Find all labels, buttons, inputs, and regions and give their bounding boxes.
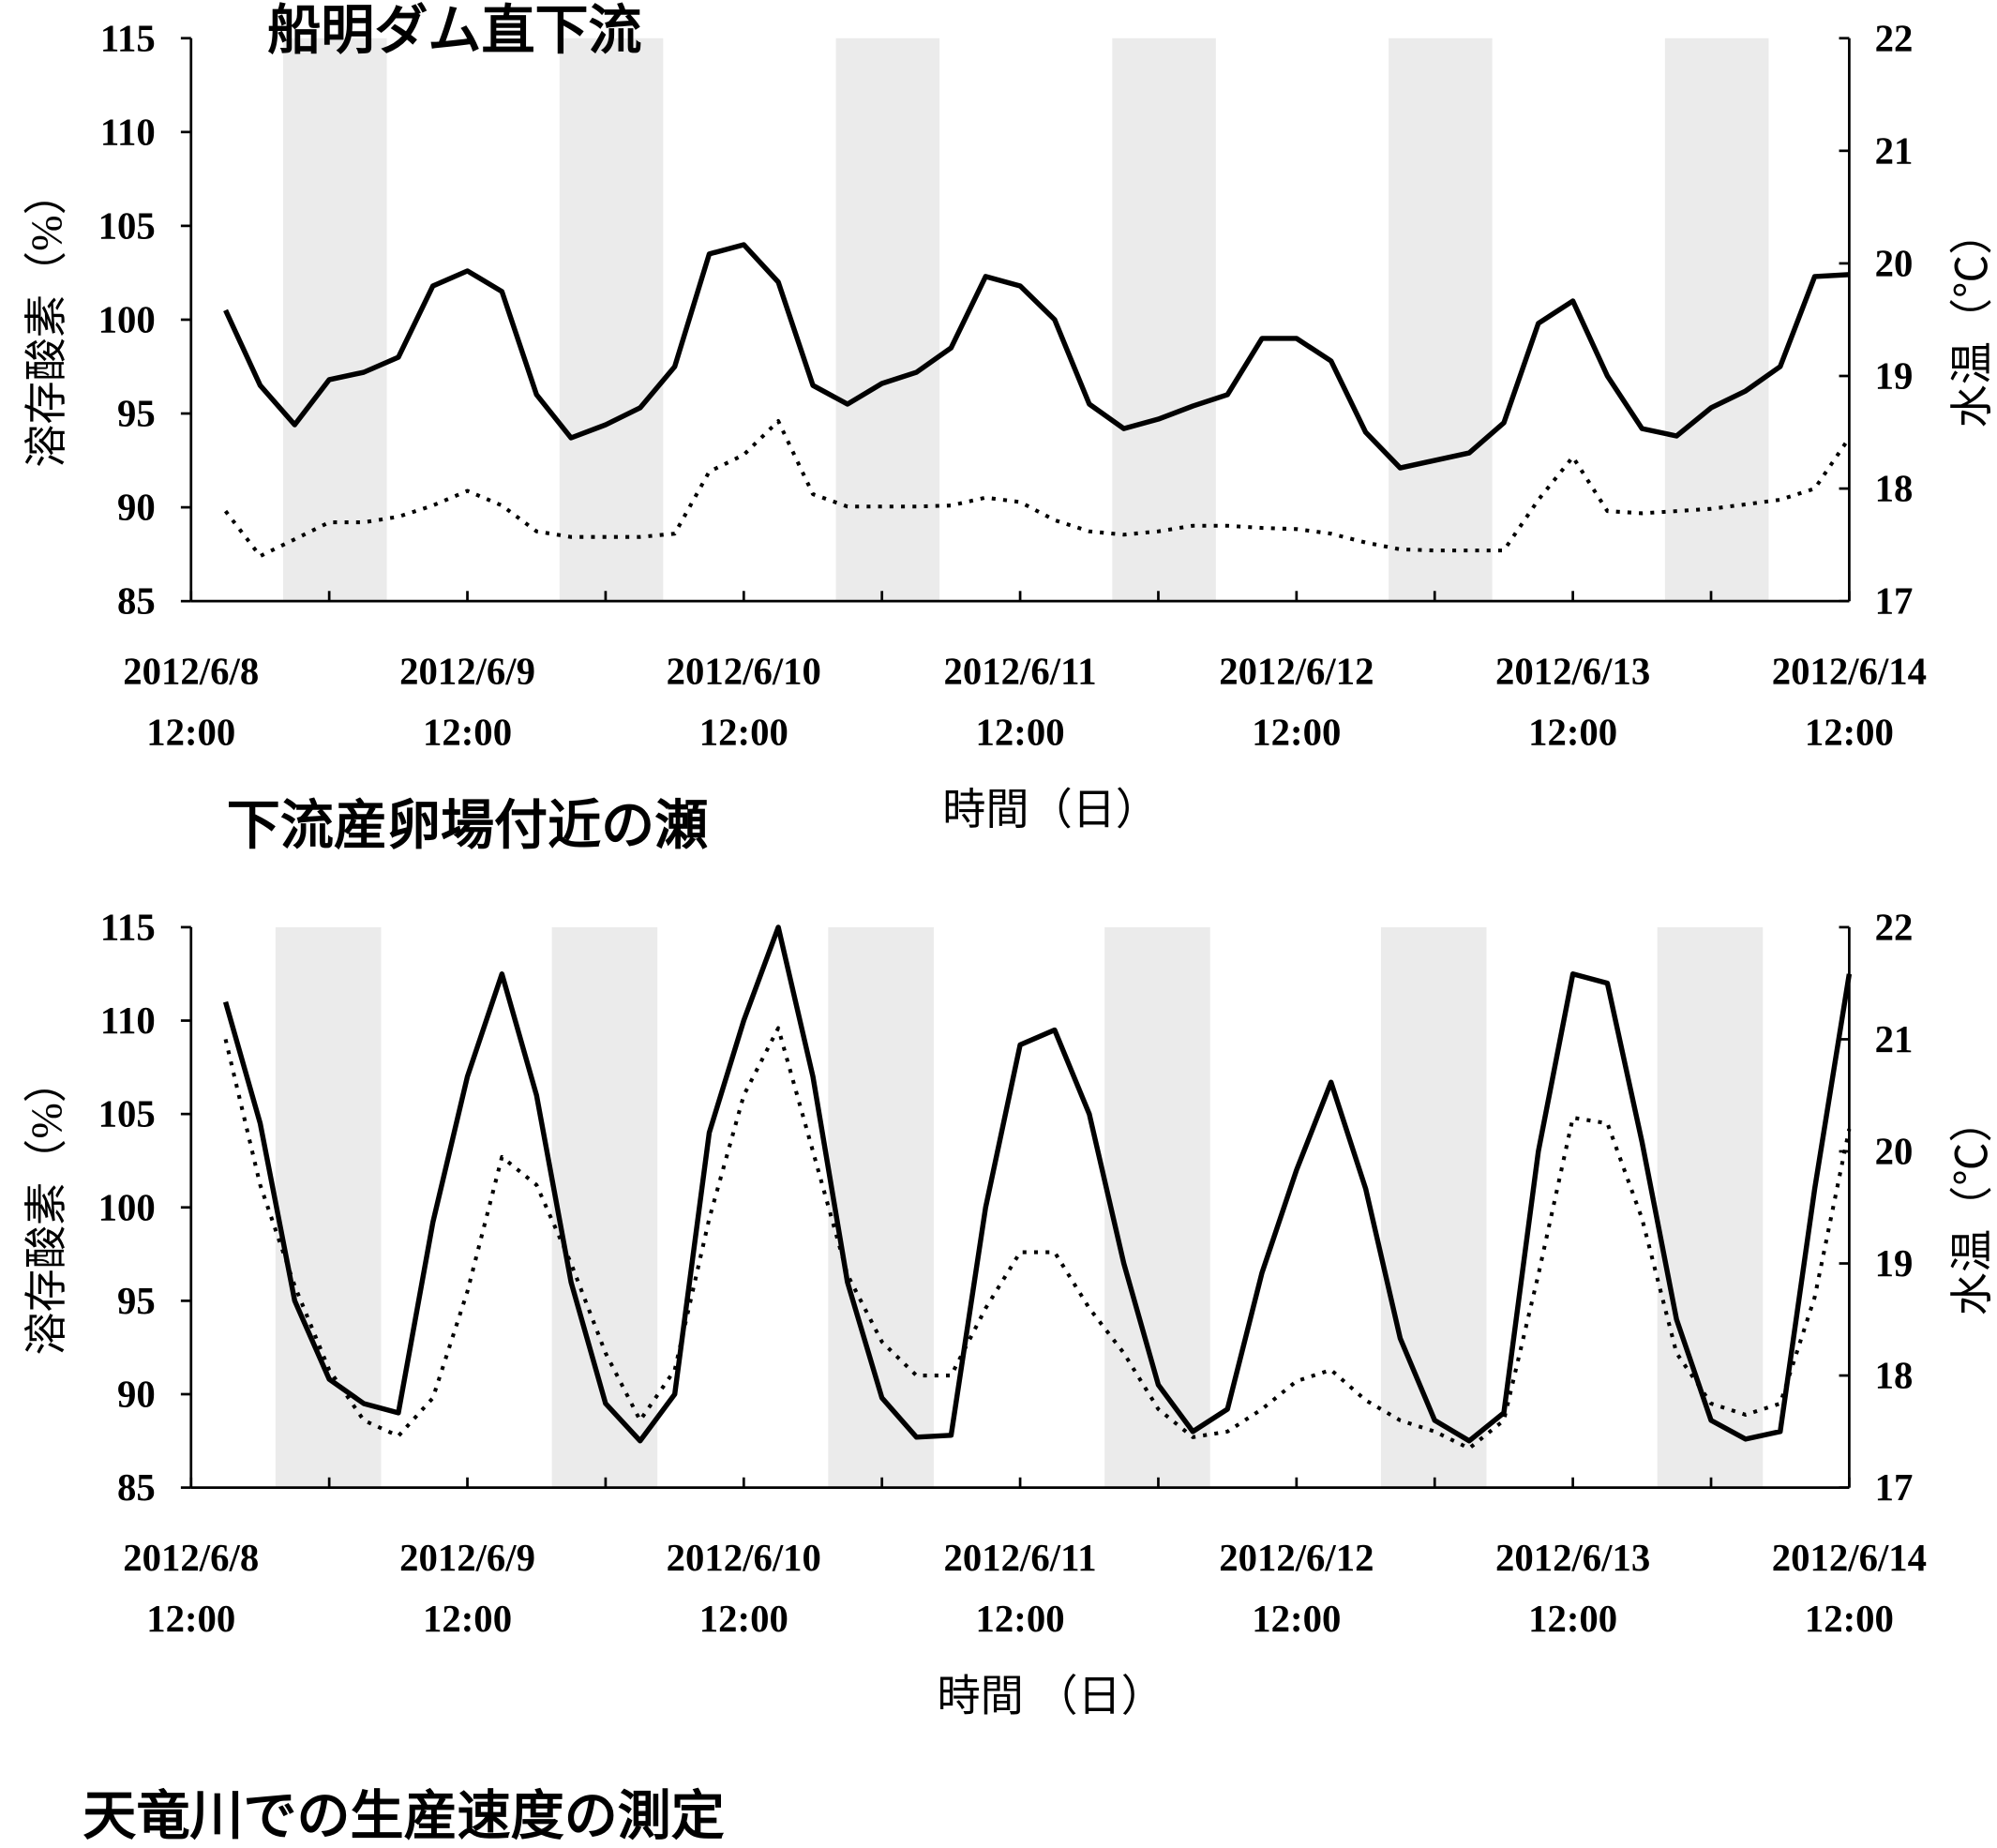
y-tick-label: 100 xyxy=(98,299,156,341)
y-tick-label: 90 xyxy=(117,487,156,529)
night-band xyxy=(1104,926,1210,1488)
x-tick-label: 2012/6/9 12:00 xyxy=(399,651,535,755)
y2-tick-label: 17 xyxy=(1875,1466,1914,1509)
x-axis-label: 時間 （日） xyxy=(937,1672,1164,1720)
y-tick-label: 85 xyxy=(117,1466,156,1509)
night-band xyxy=(835,38,940,602)
x-tick-label: 2012/6/11 12:00 xyxy=(943,651,1097,755)
temperature-line xyxy=(223,1026,1852,1450)
y2-tick-label: 19 xyxy=(1875,355,1914,398)
chart-title: 船明ダム直下流 xyxy=(267,0,641,62)
y2-tick-label: 21 xyxy=(1875,1018,1914,1060)
night-band xyxy=(559,38,664,602)
y-tick-label: 105 xyxy=(98,1093,156,1135)
x-axis-label: 時間（日） xyxy=(942,786,1159,834)
y2-tick-label: 17 xyxy=(1875,580,1914,623)
x-tick-label: 2012/6/10 12:00 xyxy=(666,651,821,755)
x-tick-label: 2012/6/13 12:00 xyxy=(1494,1537,1651,1641)
chart-title: 下流産卵場付近の瀬 xyxy=(227,794,708,856)
night-band xyxy=(1380,926,1487,1488)
x-tick-label: 2012/6/14 12:00 xyxy=(1771,651,1928,755)
y2-tick-label: 20 xyxy=(1875,1131,1914,1173)
y2-tick-label: 21 xyxy=(1875,129,1914,172)
x-tick-label: 2012/6/12 12:00 xyxy=(1219,1537,1374,1641)
y2-tick-label: 20 xyxy=(1875,243,1914,285)
x-tick-label: 2012/6/8 12:00 xyxy=(123,651,260,755)
do-line xyxy=(223,242,1850,471)
y2-axis-label: 水温（℃） xyxy=(1948,212,1996,428)
x-tick-label: 2012/6/12 12:00 xyxy=(1219,651,1374,755)
y2-tick-label: 22 xyxy=(1875,17,1914,59)
y-axis-label: 溶存酸素（%） xyxy=(23,172,70,468)
night-band xyxy=(1112,38,1216,602)
y2-tick-label: 18 xyxy=(1875,468,1914,510)
y-tick-label: 95 xyxy=(117,1280,156,1322)
do-line xyxy=(222,924,1853,1444)
night-band xyxy=(828,926,934,1488)
y2-axis-label: 水温（℃） xyxy=(1948,1099,1996,1315)
temperature-line xyxy=(223,419,1852,559)
y-tick-label: 115 xyxy=(100,906,156,948)
x-tick-label: 2012/6/13 12:00 xyxy=(1494,651,1651,755)
night-band xyxy=(283,38,387,602)
night-band xyxy=(1389,38,1493,602)
y-tick-label: 90 xyxy=(117,1374,156,1416)
y2-tick-label: 22 xyxy=(1875,906,1914,948)
y-tick-label: 110 xyxy=(100,111,156,153)
y-tick-label: 85 xyxy=(117,580,156,623)
caption: 天竜川での生産速度の測定 xyxy=(83,1785,725,1847)
y-axis-label: 溶存酸素（%） xyxy=(23,1059,70,1356)
y2-tick-label: 19 xyxy=(1875,1242,1914,1285)
x-tick-label: 2012/6/11 12:00 xyxy=(943,1537,1097,1641)
y-tick-label: 115 xyxy=(100,17,156,59)
night-band xyxy=(1657,926,1764,1488)
y-tick-label: 100 xyxy=(98,1186,156,1228)
y2-tick-label: 18 xyxy=(1875,1355,1914,1397)
y-tick-label: 110 xyxy=(100,999,156,1042)
y-tick-label: 95 xyxy=(117,393,156,435)
x-tick-label: 2012/6/8 12:00 xyxy=(123,1537,260,1641)
night-band xyxy=(275,926,382,1488)
x-tick-label: 2012/6/9 12:00 xyxy=(399,1537,535,1641)
y-tick-label: 105 xyxy=(98,204,156,247)
x-tick-label: 2012/6/14 12:00 xyxy=(1771,1537,1928,1641)
x-tick-label: 2012/6/10 12:00 xyxy=(666,1537,821,1641)
night-band xyxy=(1664,38,1769,602)
